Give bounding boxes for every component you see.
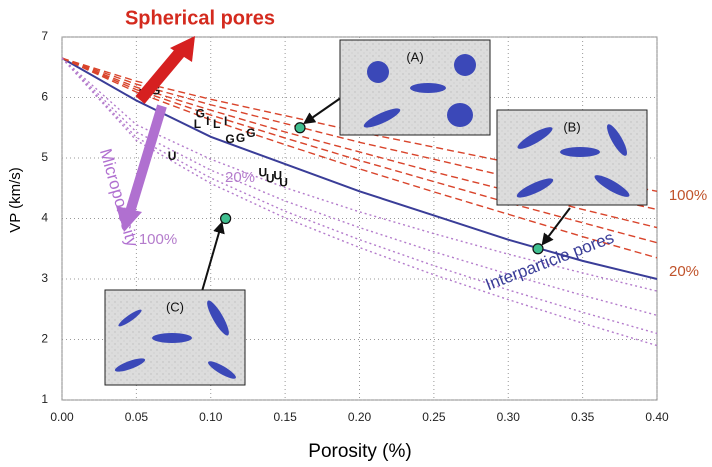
x-tick-label: 0.10 — [199, 410, 223, 424]
y-axis-title: VP (km/s) — [7, 167, 24, 233]
x-tick-label: 0.40 — [645, 410, 669, 424]
pore — [118, 309, 142, 327]
pore — [114, 358, 146, 372]
inset-label: (C) — [166, 299, 184, 314]
pointer-arrow — [303, 94, 346, 125]
annotation: 20% — [225, 169, 255, 186]
y-tick-label: 5 — [41, 150, 48, 164]
y-tick-label: 1 — [41, 392, 48, 406]
pore — [152, 333, 192, 343]
spherical-arrow-head — [170, 36, 195, 62]
y-tick-label: 3 — [41, 271, 48, 285]
spherical-arrow — [135, 46, 187, 104]
x-tick-label: 0.30 — [497, 410, 521, 424]
sample-letter: I — [206, 114, 209, 128]
sample-letter: L — [213, 117, 220, 131]
pore — [207, 300, 229, 336]
curve — [61, 57, 658, 244]
pore — [367, 61, 389, 83]
pore — [560, 147, 600, 157]
pore — [363, 108, 401, 128]
x-axis-title: Porosity (%) — [308, 441, 411, 462]
pore — [447, 103, 473, 127]
sample-letter: I — [224, 114, 227, 128]
inset-label: (A) — [406, 49, 423, 64]
x-tick-label: 0.00 — [50, 410, 74, 424]
pore — [517, 127, 553, 149]
x-tick-label: 0.25 — [422, 410, 446, 424]
pore — [208, 361, 236, 379]
annotation: 100% — [139, 231, 177, 248]
pore — [454, 54, 476, 76]
y-tick-label: 2 — [41, 332, 48, 346]
x-tick-label: 0.35 — [571, 410, 595, 424]
annotation: Spherical pores — [125, 7, 275, 29]
inset-label: (B) — [563, 119, 580, 134]
x-tick-label: 0.15 — [273, 410, 297, 424]
annotation: 100% — [669, 187, 707, 204]
sample-letter: U — [273, 168, 282, 182]
sample-letter: U — [258, 165, 267, 179]
sample-point — [220, 212, 232, 225]
sample-point — [294, 122, 306, 134]
sample-letter: L — [194, 117, 201, 131]
sample-letter: U — [168, 149, 177, 163]
sample-letter: G — [225, 132, 234, 146]
x-tick-label: 0.05 — [125, 410, 149, 424]
sample-point — [532, 243, 544, 255]
micro-arrow-head — [116, 206, 142, 232]
y-tick-label: 7 — [41, 29, 48, 43]
sample-letter: G — [246, 126, 255, 140]
curve — [61, 57, 658, 335]
pore — [607, 124, 627, 156]
pore — [410, 83, 446, 93]
sample-letter: U — [266, 171, 275, 185]
pore — [594, 175, 630, 197]
curve — [61, 57, 658, 316]
x-tick-label: 0.20 — [348, 410, 372, 424]
curve — [61, 57, 658, 292]
sample-letter: G — [196, 107, 205, 121]
pointer-arrow — [541, 207, 571, 246]
sample-letter: U — [279, 176, 288, 190]
y-tick-label: 4 — [41, 211, 48, 225]
sample-letter: G — [236, 131, 245, 145]
y-tick-label: 6 — [41, 90, 48, 104]
micro-arrow — [125, 104, 167, 214]
pore — [516, 178, 554, 198]
annotation: 20% — [669, 263, 699, 280]
